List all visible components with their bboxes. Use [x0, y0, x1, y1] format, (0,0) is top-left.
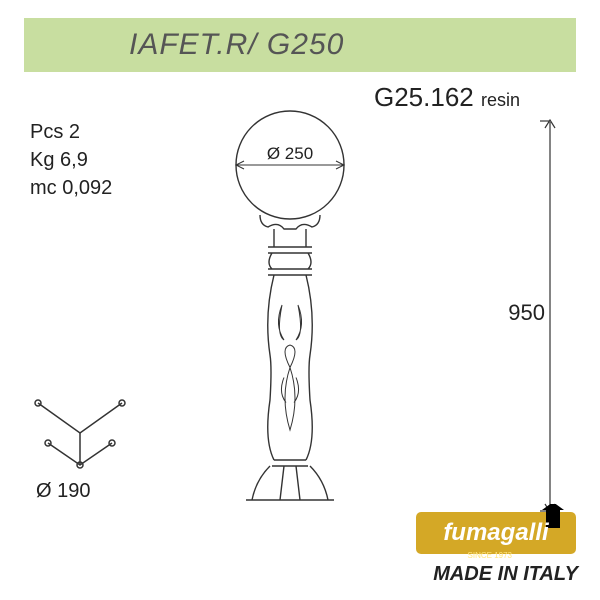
logo-subtext: SINCE 1973 [468, 551, 512, 560]
bracket-svg [30, 395, 130, 475]
spec-mc: mc 0,092 [30, 174, 112, 202]
specs-block: Pcs 2 Kg 6,9 mc 0,092 [30, 118, 112, 202]
lamp-svg: Ø 250 [180, 100, 400, 520]
mounting-bracket [30, 395, 130, 475]
spec-pcs: Pcs 2 [30, 118, 112, 146]
lamp-drawing: Ø 250 [180, 100, 400, 520]
svg-text:Ø 250: Ø 250 [267, 144, 313, 163]
base-diameter-label: Ø 190 [36, 480, 91, 503]
header-title: IAFET.R/ G250 [129, 28, 344, 62]
header-bar: IAFET.R/ G250 [24, 18, 576, 72]
height-label: 950 [508, 300, 545, 326]
spec-kg: Kg 6,9 [30, 146, 112, 174]
made-in-label: MADE IN ITALY [433, 563, 578, 586]
logo-text: fumagalli [443, 519, 548, 547]
model-material: resin [481, 90, 520, 110]
